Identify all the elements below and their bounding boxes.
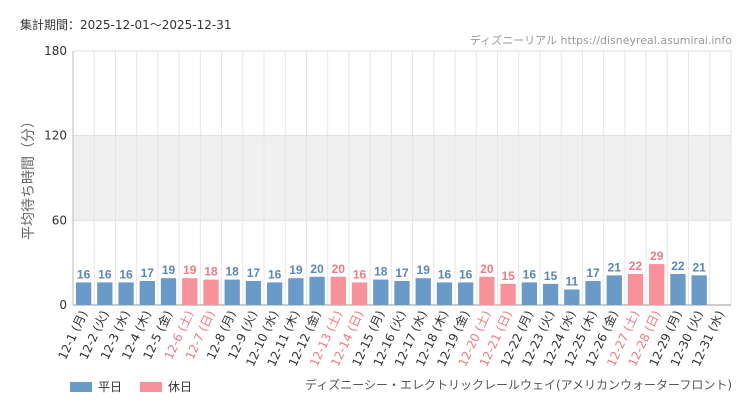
- data-label: 16: [459, 267, 473, 281]
- data-label: 17: [247, 266, 261, 280]
- bar: [649, 264, 665, 305]
- data-label: 21: [608, 260, 622, 274]
- legend-item-weekday: 平日: [70, 378, 122, 395]
- bar: [479, 276, 495, 305]
- data-label: 15: [501, 269, 515, 283]
- y-tick-label: 0: [59, 298, 67, 312]
- data-label: 17: [395, 266, 409, 280]
- y-tick-label: 180: [44, 44, 67, 58]
- bar: [97, 282, 113, 305]
- bar: [458, 282, 474, 305]
- data-label: 11: [565, 274, 578, 288]
- data-label: 16: [353, 267, 367, 281]
- legend-item-holiday: 休日: [140, 378, 192, 395]
- legend-label-holiday: 休日: [168, 380, 193, 394]
- bar: [118, 282, 134, 305]
- bar: [182, 278, 198, 305]
- data-label: 29: [650, 249, 664, 263]
- bar: [330, 276, 346, 305]
- period-text: 集計期間：2025-12-01～2025-12-31: [20, 18, 232, 32]
- bar: [564, 289, 580, 305]
- legend: 平日 休日: [70, 378, 192, 395]
- data-label: 20: [480, 262, 494, 276]
- bar: [351, 282, 368, 305]
- data-label: 19: [162, 263, 176, 277]
- bar: [224, 279, 240, 305]
- bar: [139, 281, 155, 305]
- data-label: 17: [141, 266, 155, 280]
- bar: [394, 281, 410, 305]
- attraction-name: ディズニーシー・エレクトリックレールウェイ(アメリカンウォーターフロント): [305, 378, 732, 392]
- bar: [500, 283, 516, 305]
- bar: [542, 283, 559, 305]
- bar: [160, 278, 177, 305]
- data-label: 22: [629, 259, 643, 273]
- bar: [670, 273, 686, 305]
- bar: [373, 279, 389, 305]
- data-label: 22: [671, 259, 685, 273]
- data-label: 16: [523, 267, 537, 281]
- data-label: 21: [692, 260, 706, 274]
- bar: [415, 278, 431, 305]
- bar: [75, 282, 92, 305]
- data-label: 18: [374, 265, 388, 279]
- source-text: ディズニーリアル https://disneyreal.asumirai.inf…: [469, 34, 732, 47]
- data-label: 18: [226, 265, 240, 279]
- data-label: 15: [544, 269, 558, 283]
- data-label: 16: [268, 267, 282, 281]
- bar: [585, 281, 601, 305]
- bar: [309, 276, 325, 305]
- legend-swatch-weekday: [70, 381, 92, 392]
- data-label: 16: [77, 267, 91, 281]
- bar: [691, 275, 707, 305]
- legend-label-weekday: 平日: [98, 380, 123, 394]
- y-tick-label: 60: [52, 213, 67, 227]
- bar: [436, 282, 453, 305]
- data-label: 18: [204, 265, 218, 279]
- bar: [203, 279, 219, 305]
- data-label: 19: [183, 263, 197, 277]
- data-label: 20: [310, 262, 324, 276]
- bar: [288, 278, 304, 305]
- data-label: 17: [586, 266, 600, 280]
- bar: [521, 282, 537, 305]
- shaded-band: [73, 135, 731, 221]
- data-label: 20: [332, 262, 346, 276]
- data-label: 16: [119, 267, 133, 281]
- legend-swatch-holiday: [140, 381, 163, 392]
- bar: [267, 282, 283, 305]
- bar: [606, 275, 622, 305]
- bar: [627, 273, 644, 305]
- data-label: 19: [289, 263, 303, 277]
- data-label: 16: [438, 267, 452, 281]
- bar: [245, 281, 262, 305]
- y-tick-label: 120: [44, 129, 67, 143]
- data-label: 16: [98, 267, 112, 281]
- data-label: 19: [417, 263, 431, 277]
